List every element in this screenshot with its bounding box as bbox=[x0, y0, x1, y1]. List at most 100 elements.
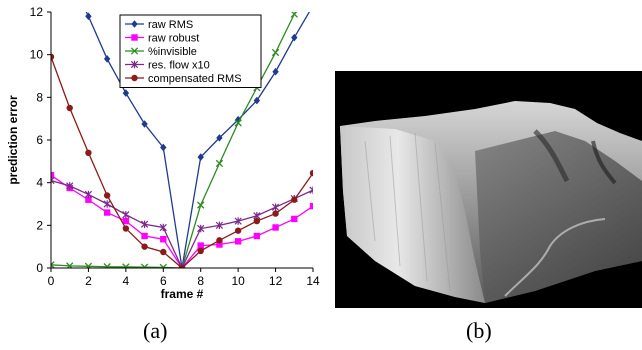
plot-area bbox=[51, 2, 316, 268]
data-point-raw-robust bbox=[291, 215, 298, 223]
series-raw-rms bbox=[85, 2, 316, 268]
data-point-compensated-rms bbox=[178, 264, 186, 268]
legend-marker-res-flow-x10 bbox=[130, 60, 139, 69]
y-tick-label: 10 bbox=[30, 48, 44, 62]
data-point-res-flow-x10 bbox=[140, 220, 149, 228]
legend-marker-compensated-rms bbox=[131, 74, 138, 82]
data-point-raw-rms bbox=[122, 89, 130, 97]
data-point-compensated-rms bbox=[141, 243, 148, 250]
series-compensated-rms bbox=[51, 53, 313, 268]
series-group bbox=[51, 2, 316, 268]
data-point-raw-rms bbox=[141, 120, 148, 128]
data-point-compensated-rms bbox=[103, 192, 111, 199]
data-point-invisible bbox=[122, 263, 130, 268]
data-point-compensated-rms bbox=[66, 104, 73, 112]
series-invisible bbox=[51, 12, 298, 268]
series-line-raw-rms bbox=[85, 12, 311, 268]
data-point-raw-rms bbox=[160, 143, 167, 152]
axes: 0 2 4 6 8 10 12 0 2 4 6 8 10 12 14 bbox=[30, 5, 320, 288]
data-point-invisible bbox=[271, 48, 280, 57]
data-point-raw-rms bbox=[85, 12, 92, 21]
data-point-res-flow-x10 bbox=[197, 224, 205, 233]
data-point-compensated-rms bbox=[272, 210, 279, 217]
y-tick-label: 12 bbox=[30, 5, 44, 19]
legend: raw RMS raw robust%invisible res. flow x10… bbox=[119, 14, 262, 88]
y-tick-label: 2 bbox=[36, 218, 43, 232]
data-point-raw-rms bbox=[272, 67, 279, 76]
data-point-raw-robust bbox=[141, 232, 148, 240]
data-point-invisible bbox=[66, 262, 74, 268]
data-point-compensated-rms bbox=[291, 196, 298, 203]
legend-label-raw-robust: raw robust bbox=[148, 33, 199, 45]
data-point-compensated-rms bbox=[216, 237, 223, 244]
data-point-raw-robust bbox=[197, 242, 204, 249]
data-point-invisible bbox=[234, 119, 242, 127]
legend-label-res-flow-x10: res. flow x10 bbox=[148, 60, 210, 72]
data-point-raw-robust bbox=[51, 172, 55, 179]
line-chart: 0 2 4 6 8 10 12 0 2 4 6 8 10 12 14 prediction error fr… bbox=[6, 2, 320, 301]
x-tick-label: 12 bbox=[269, 274, 283, 288]
data-point-raw-robust bbox=[103, 209, 111, 216]
y-axis-title: prediction error bbox=[6, 95, 20, 185]
data-point-raw-robust bbox=[160, 236, 167, 243]
x-tick-label: 10 bbox=[231, 274, 245, 288]
data-point-res-flow-x10 bbox=[66, 182, 74, 190]
data-point-res-flow-x10 bbox=[51, 176, 55, 185]
x-tick-label: 8 bbox=[197, 274, 204, 288]
data-point-res-flow-x10 bbox=[215, 221, 224, 230]
y-tick-label: 0 bbox=[36, 261, 43, 275]
series-line-res-flow-x10 bbox=[51, 179, 313, 268]
terrain-image bbox=[335, 71, 642, 308]
data-point-invisible bbox=[84, 262, 93, 268]
y-tick-label: 4 bbox=[36, 176, 43, 190]
data-point-invisible bbox=[197, 201, 205, 209]
data-point-invisible bbox=[103, 263, 111, 268]
data-point-invisible bbox=[140, 263, 149, 268]
legend-label-invisible: %invisible bbox=[148, 46, 197, 58]
series-line-invisible bbox=[51, 12, 297, 268]
x-tick-label: 6 bbox=[160, 274, 167, 288]
legend-label-compensated-rms: compensated RMS bbox=[148, 73, 242, 85]
data-point-res-flow-x10 bbox=[234, 217, 242, 225]
data-point-res-flow-x10 bbox=[122, 210, 130, 219]
data-point-raw-robust bbox=[253, 232, 261, 240]
legend-label-raw-rms: raw RMS bbox=[148, 19, 193, 31]
data-point-raw-robust bbox=[122, 217, 130, 225]
data-point-compensated-rms bbox=[197, 247, 204, 255]
x-tick-label: 2 bbox=[85, 274, 92, 288]
data-point-raw-rms bbox=[103, 55, 111, 63]
x-tick-label: 14 bbox=[306, 274, 320, 288]
data-point-res-flow-x10 bbox=[271, 203, 280, 211]
terrain-photo bbox=[335, 71, 642, 308]
caption-b: (b) bbox=[466, 318, 492, 343]
data-point-raw-robust bbox=[272, 224, 279, 231]
data-point-compensated-rms bbox=[234, 227, 242, 234]
x-tick-label: 4 bbox=[123, 274, 130, 288]
series-raw-robust bbox=[51, 172, 313, 268]
data-point-raw-robust bbox=[234, 238, 242, 245]
data-point-res-flow-x10 bbox=[103, 200, 111, 208]
data-point-raw-rms bbox=[234, 115, 242, 124]
data-point-invisible bbox=[159, 263, 167, 268]
data-point-raw-robust bbox=[309, 202, 313, 210]
data-point-res-flow-x10 bbox=[159, 223, 167, 232]
data-point-raw-rms bbox=[253, 96, 261, 105]
legend-marker-raw-robust bbox=[131, 34, 138, 41]
y-tick-label: 6 bbox=[36, 133, 43, 147]
series-line-raw-robust bbox=[51, 174, 313, 268]
data-point-compensated-rms bbox=[122, 225, 130, 232]
data-point-raw-rms bbox=[216, 134, 223, 142]
legend-marker-invisible bbox=[130, 47, 139, 55]
data-point-compensated-rms bbox=[253, 217, 261, 225]
data-point-raw-robust bbox=[85, 196, 92, 203]
data-point-compensated-rms bbox=[160, 248, 167, 256]
data-point-raw-rms bbox=[197, 153, 204, 161]
data-point-compensated-rms bbox=[309, 169, 313, 177]
data-point-res-flow-x10 bbox=[84, 190, 93, 199]
y-tick-label: 8 bbox=[36, 90, 43, 104]
data-point-raw-rms bbox=[310, 2, 316, 10]
caption-a: (a) bbox=[143, 318, 168, 343]
data-point-compensated-rms bbox=[85, 149, 92, 156]
data-point-invisible bbox=[290, 12, 298, 18]
data-point-raw-rms bbox=[291, 33, 298, 42]
